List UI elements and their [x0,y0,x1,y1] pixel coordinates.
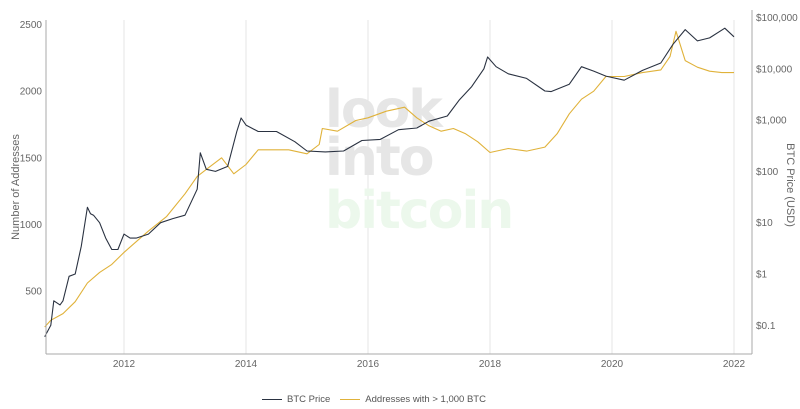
legend-item-btc-price[interactable]: BTC Price [262,394,330,405]
legend-item-addresses[interactable]: Addresses with > 1,000 BTC [340,394,486,405]
y-tick-label: 2500 [20,20,43,31]
y2-tick-label: $10 [756,218,773,229]
btc-price-line [44,27,735,337]
x-tick-label: 2014 [235,359,258,370]
legend-swatch-btc-price [262,399,282,400]
x-tick-label: 2018 [479,359,502,370]
y2-tick-label: $1,000 [756,116,787,127]
legend: BTC Price Addresses with > 1,000 BTC [262,394,496,405]
watermark-into: into [325,128,433,188]
y-tick-label: 1500 [20,153,43,164]
y2-tick-label: $1 [756,270,768,281]
x-axis-ticks: 2012 2014 2016 2018 2020 2022 [113,359,746,370]
y2-axis-title: BTC Price (USD) [784,143,796,227]
watermark: look into bitcoin [325,80,514,241]
y-tick-label: 2000 [20,87,43,98]
legend-label: Addresses with > 1,000 BTC [365,394,486,405]
plot-series [44,27,735,337]
y2-tick-label: $100 [756,167,779,178]
x-tick-label: 2020 [601,359,624,370]
y2-tick-label: $10,000 [756,64,793,75]
legend-swatch-addresses [340,399,361,400]
y2-tick-label: $100,000 [756,13,798,24]
x-tick-label: 2022 [723,359,746,370]
y2-axis-ticks: $0.1 $1 $10 $100 $1,000 $10,000 $100,000 [756,13,798,332]
y-axis-ticks: 500 1000 1500 2000 2500 [20,20,43,297]
vertical-gridlines [123,20,735,354]
y2-tick-label: $0.1 [756,321,776,332]
x-tick-label: 2012 [113,359,136,370]
watermark-look: look [325,80,444,140]
x-tick-label: 2016 [357,359,380,370]
addresses-line [44,30,734,328]
y-tick-label: 500 [25,287,42,298]
y-axis-title: Number of Addresses [10,134,22,240]
y-tick-label: 1000 [20,220,43,231]
watermark-bitcoin: bitcoin [325,181,512,241]
legend-label: BTC Price [287,394,331,405]
